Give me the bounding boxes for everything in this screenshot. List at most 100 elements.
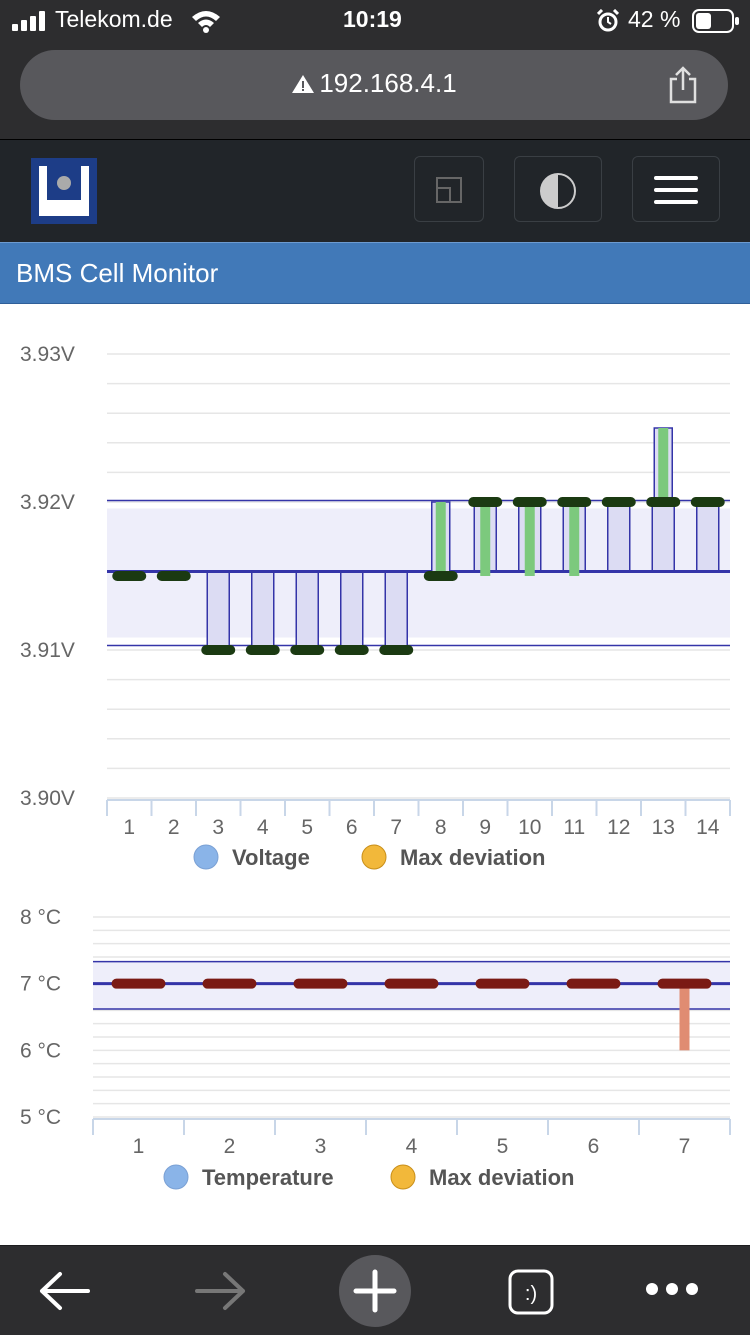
legend-label: Temperature <box>202 1165 334 1190</box>
value-bar <box>251 570 275 651</box>
page-header: BMS Cell Monitor <box>0 242 750 304</box>
x-tick-label: 3 <box>315 1135 327 1158</box>
menu-button[interactable] <box>632 156 720 222</box>
deviation-bar <box>658 428 669 502</box>
value-marker <box>657 978 712 989</box>
value-bar <box>607 501 631 573</box>
battery-icon <box>692 9 739 33</box>
forward-arrow-icon[interactable] <box>195 1271 247 1311</box>
deviation-bar <box>524 502 535 576</box>
y-tick-label: 6 °C <box>20 1039 61 1062</box>
deviation-bar <box>435 502 446 576</box>
window-toggle-button[interactable] <box>414 156 484 222</box>
window-icon <box>436 177 462 203</box>
y-tick-label: 5 °C <box>20 1106 61 1129</box>
value-marker <box>334 645 369 655</box>
contrast-toggle-button[interactable] <box>514 156 602 222</box>
value-marker <box>245 645 280 655</box>
y-tick-label: 3.92V <box>20 491 75 514</box>
value-marker <box>290 645 325 655</box>
x-tick-label: 7 <box>679 1135 691 1158</box>
battery-percent: 42 % <box>628 6 681 32</box>
value-marker <box>112 571 147 581</box>
temperature-chart: 8 °C 7 °C 6 °C 5 °C 1 2 3 4 5 6 7 Temperature Max de… <box>20 906 731 1190</box>
value-bar <box>340 570 364 651</box>
deviation-bar <box>679 983 690 1051</box>
value-bar <box>651 501 675 573</box>
wifi-icon <box>192 11 220 33</box>
x-tick-label: 5 <box>301 816 313 839</box>
y-tick-label: 3.91V <box>20 639 75 662</box>
y-tick-label: 7 °C <box>20 973 61 996</box>
x-tick-label: 9 <box>479 816 491 839</box>
site-navbar <box>0 139 750 242</box>
browser-toolbar: 192.168.4.1 <box>0 42 750 139</box>
legend-swatch <box>390 1164 416 1190</box>
value-bar <box>295 570 319 651</box>
clock: 10:19 <box>343 6 402 32</box>
back-arrow-icon[interactable] <box>38 1271 90 1311</box>
value-marker <box>111 978 166 989</box>
value-marker <box>468 497 503 507</box>
x-tick-label: 1 <box>123 816 135 839</box>
value-marker <box>423 571 458 581</box>
deviation-bar <box>480 502 491 576</box>
value-marker <box>379 645 414 655</box>
deviation-bar <box>569 502 580 576</box>
value-marker <box>512 497 547 507</box>
value-marker <box>566 978 621 989</box>
x-tick-label: 8 <box>435 816 447 839</box>
address-bar[interactable]: 192.168.4.1 <box>20 50 728 120</box>
x-tick-label: 4 <box>257 816 269 839</box>
y-tick-label: 8 °C <box>20 906 61 929</box>
x-tick-label: 10 <box>518 816 541 839</box>
value-bar <box>696 501 720 573</box>
value-marker <box>690 497 725 507</box>
value-marker <box>293 978 348 989</box>
browser-bottom-bar: :) <box>0 1245 750 1335</box>
more-options-icon[interactable] <box>644 1281 700 1297</box>
logo-icon[interactable] <box>31 158 97 224</box>
x-tick-label: 2 <box>168 816 180 839</box>
value-marker <box>156 571 191 581</box>
url-display[interactable]: 192.168.4.1 <box>20 68 728 99</box>
x-tick-label: 6 <box>588 1135 600 1158</box>
x-tick-label: 6 <box>346 816 358 839</box>
value-bar <box>384 570 408 651</box>
y-tick-label: 3.90V <box>20 787 75 810</box>
x-tick-label: 12 <box>607 816 630 839</box>
x-tick-label: 13 <box>652 816 675 839</box>
x-tick-label: 7 <box>390 816 402 839</box>
value-bar <box>206 570 230 651</box>
x-tick-label: 4 <box>406 1135 418 1158</box>
legend-label: Max deviation <box>429 1165 574 1190</box>
contrast-icon <box>540 173 576 209</box>
x-tick-label: 1 <box>133 1135 145 1158</box>
x-tick-label: 3 <box>212 816 224 839</box>
value-marker <box>601 497 636 507</box>
svg-text::): :) <box>525 1283 537 1305</box>
value-marker <box>202 978 257 989</box>
tabs-icon[interactable]: :) <box>507 1268 555 1316</box>
alarm-icon <box>597 9 619 32</box>
page-title: BMS Cell Monitor <box>16 258 219 288</box>
x-tick-label: 5 <box>497 1135 509 1158</box>
x-tick-label: 14 <box>696 816 720 839</box>
signal-icon <box>12 11 45 31</box>
x-tick-label: 2 <box>224 1135 236 1158</box>
share-icon[interactable] <box>668 66 698 104</box>
carrier-name: Telekom.de <box>55 6 173 32</box>
value-marker <box>201 645 236 655</box>
legend-label: Voltage <box>232 845 310 870</box>
value-marker <box>557 497 592 507</box>
x-tick-label: 11 <box>563 816 585 839</box>
y-tick-label: 3.93V <box>20 343 75 366</box>
new-tab-icon[interactable] <box>338 1254 412 1328</box>
hamburger-menu-icon <box>654 176 698 204</box>
value-marker <box>646 497 681 507</box>
legend-swatch <box>193 844 219 870</box>
legend-swatch <box>361 844 387 870</box>
value-marker <box>475 978 530 989</box>
value-marker <box>384 978 439 989</box>
